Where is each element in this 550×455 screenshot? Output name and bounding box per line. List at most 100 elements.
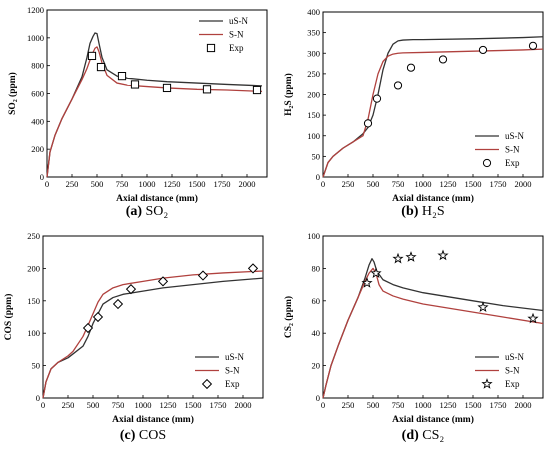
y-tick-label: 0 [40, 172, 44, 182]
legend: uS-N S-N Exp [195, 352, 245, 390]
series-line-us-n [46, 32, 263, 178]
series-line-s-n [46, 46, 263, 178]
series-line-s-n [322, 48, 544, 178]
data-point-exp [96, 62, 106, 72]
y-axis-label: SO₂ (ppm) [7, 72, 18, 115]
x-tick-label: 2000 [239, 179, 256, 189]
chart-c: 0 250 500 750 1000 1250 1500 1750 2000 0 50 100 150 2… [3, 231, 264, 443]
y-tick-label: 150 [307, 110, 320, 120]
series-us-n [46, 32, 263, 178]
data-point-exp [363, 119, 373, 128]
data-point-exp [82, 322, 94, 334]
x-axis-label: Axial distance (mm) [112, 414, 194, 425]
series-line-us-n [322, 36, 544, 178]
y-tick-label: 200 [31, 144, 44, 154]
legend-label-s-n: S-N [505, 366, 520, 376]
panel-caption: (b) H₂S [401, 204, 444, 219]
x-tick-label: 1500 [465, 400, 482, 410]
y-tick-label: 150 [27, 296, 40, 306]
data-point-exp [392, 252, 404, 264]
y-tick-label: 300 [307, 48, 320, 58]
y-axis-label: H₂S (ppm) [283, 73, 294, 116]
legend-label-s-n: S-N [225, 366, 240, 376]
legend: uS-N S-N Exp [199, 16, 249, 53]
y-tick-label: 400 [307, 7, 320, 17]
plot-frame [322, 235, 544, 399]
y-tick-label: 600 [31, 89, 44, 99]
x-tick-label: 1000 [415, 179, 432, 189]
data-point-exp [92, 311, 104, 323]
x-tick-label: 1250 [440, 400, 457, 410]
y-tick-label: 40 [312, 328, 321, 338]
legend-label-us-n: uS-N [229, 16, 249, 26]
data-point-exp [478, 45, 488, 55]
legend-marker-exp [206, 43, 216, 53]
x-tick-label: 500 [367, 400, 380, 410]
y-axis-label: CS₂ (ppm) [283, 296, 294, 338]
legend-label-us-n: uS-N [505, 131, 525, 141]
data-point-exp [112, 298, 124, 310]
data-point-exp [406, 63, 416, 72]
x-tick-label: 1500 [465, 179, 482, 189]
caption-text: COS [135, 428, 166, 443]
x-tick-label: 1000 [139, 179, 156, 189]
data-point-exp [405, 251, 417, 262]
series-us-n [322, 36, 544, 178]
series-s-n [46, 46, 263, 178]
data-point-exp [477, 301, 489, 313]
series-line-s-n [42, 270, 264, 399]
y-tick-label: 60 [312, 296, 321, 306]
y-tick-label: 80 [312, 263, 321, 273]
legend-marker-exp [201, 378, 213, 390]
x-tick-label: 500 [367, 179, 380, 189]
legend-label-us-n: uS-N [225, 352, 245, 362]
data-point-exp [372, 94, 382, 103]
x-tick-label: 1750 [490, 400, 507, 410]
data-point-exp [87, 51, 97, 61]
y-tick-label: 0 [36, 393, 40, 403]
plot-frame [42, 235, 264, 399]
data-point-exp [527, 312, 539, 324]
legend-label-exp: Exp [225, 379, 240, 389]
legend-marker-exp [482, 158, 492, 168]
caption-letter: (c) [120, 428, 136, 443]
x-tick-label: 1250 [164, 179, 181, 189]
x-tick-label: 1250 [440, 179, 457, 189]
caption-text: CS₂ [419, 428, 445, 443]
x-tick-label: 1500 [185, 400, 202, 410]
x-tick-label: 0 [41, 400, 45, 410]
legend-label-us-n: uS-N [505, 352, 525, 362]
caption-letter: (b) [401, 204, 418, 219]
x-axis-label: Axial distance (mm) [392, 414, 474, 425]
data-point-exp [125, 284, 137, 295]
series-exp [87, 51, 262, 95]
x-tick-label: 250 [66, 179, 79, 189]
legend-label-s-n: S-N [505, 145, 520, 155]
y-tick-label: 800 [31, 61, 44, 71]
x-tick-label: 1500 [189, 179, 206, 189]
series-exp [82, 263, 259, 334]
y-axis-label: COS (ppm) [3, 294, 14, 341]
data-point-exp [117, 72, 127, 81]
y-tick-label: 1000 [27, 33, 44, 43]
x-axis-label: Axial distance (mm) [116, 193, 198, 204]
y-tick-label: 400 [31, 116, 44, 126]
x-tick-label: 1000 [135, 400, 152, 410]
legend: uS-N S-N Exp [475, 352, 525, 389]
legend-label-exp: Exp [505, 379, 520, 389]
panel-caption: (c) COS [120, 428, 166, 443]
legend-marker-exp [481, 378, 493, 389]
x-tick-label: 2000 [515, 400, 532, 410]
y-tick-label: 350 [307, 28, 320, 38]
series-line-us-n [322, 258, 544, 399]
legend: uS-N S-N Exp [475, 131, 525, 168]
data-point-exp [197, 270, 209, 281]
chart-d: 0 250 500 750 1000 1250 1500 1750 2000 0 20 40 60 80 1… [283, 231, 544, 443]
y-tick-label: 250 [307, 69, 320, 79]
x-tick-label: 1750 [210, 400, 227, 410]
x-tick-label: 250 [342, 179, 355, 189]
data-point-exp [370, 267, 382, 279]
x-tick-label: 2000 [235, 400, 252, 410]
